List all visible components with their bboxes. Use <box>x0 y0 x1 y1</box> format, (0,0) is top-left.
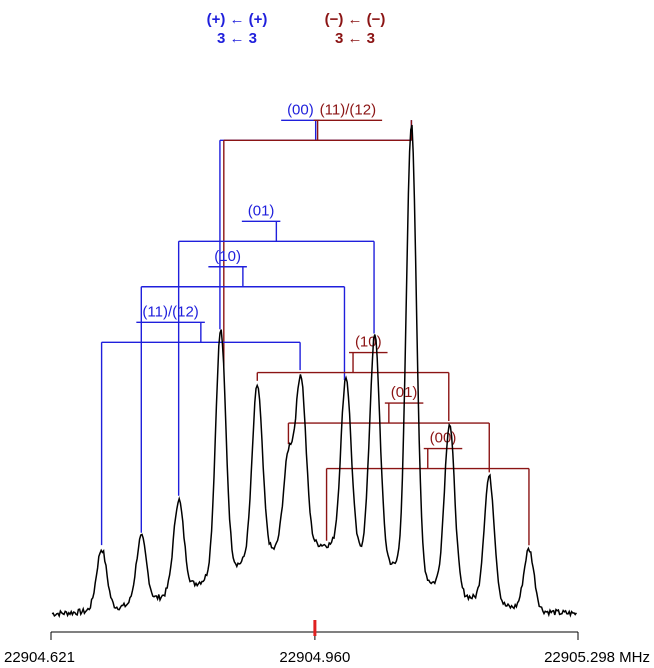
spectrum-trace <box>51 124 578 619</box>
x-tick-label: 22905.298 MHz <box>544 649 650 666</box>
blue-transition-header: (+) ← (+) 3 ← 3 <box>188 10 286 48</box>
blue-header-line2: 3 ← 3 <box>216 30 258 47</box>
assignment-label: (11)/(12) <box>142 303 198 320</box>
red-transition-header: (−) ← (−) 3 ← 3 <box>306 10 404 48</box>
assignment-label: (10) <box>355 334 382 351</box>
assignment-label: (01) <box>248 202 275 219</box>
assignment-label: (11)/(12) <box>320 101 376 118</box>
x-tick-label: 22904.960 <box>279 649 350 666</box>
x-axis: 22904.621 22904.960 22905.298 MHz <box>4 631 650 666</box>
red-header-line2: 3 ← 3 <box>334 30 376 47</box>
red-header-line1: (−) ← (−) <box>324 11 386 28</box>
assignment-label: (00) <box>287 101 314 118</box>
assignment-tree: (00) (11)/(12)(01)(10)(11)/(12)(10)(01)(0… <box>100 101 530 546</box>
blue-header-line1: (+) ← (+) <box>206 11 268 28</box>
x-tick-label: 22904.621 <box>4 649 75 666</box>
assignment-label: (10) <box>214 248 241 265</box>
assignment-label: (00) <box>430 430 457 447</box>
